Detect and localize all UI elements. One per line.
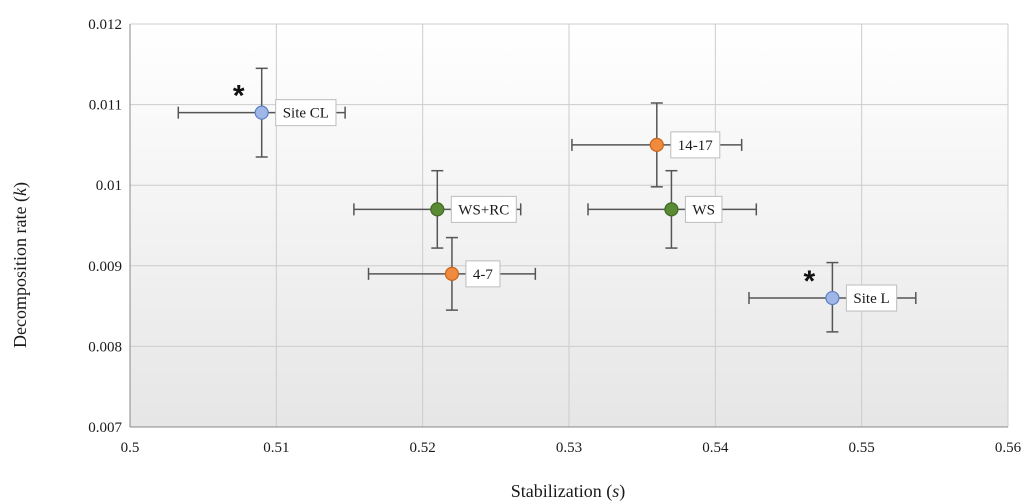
x-tick-label: 0.5 — [121, 440, 140, 456]
point-label: Site L — [853, 291, 889, 307]
x-tick-label: 0.51 — [263, 440, 289, 456]
point-label-box — [845, 284, 898, 312]
point-label: 14-17 — [678, 138, 713, 154]
x-tick-label: 0.56 — [995, 440, 1022, 456]
y-tick-label: 0.011 — [89, 98, 122, 114]
point-label: WS+RC — [458, 202, 509, 218]
point-label-box — [465, 260, 501, 288]
tick-labels: 0.5 0.51 0.52 0.53 0.54 0.55 0.56 0.007 0.008 0.0… — [88, 17, 1021, 456]
data-point — [430, 202, 445, 217]
point-label-box — [670, 131, 721, 159]
point-label: WS — [692, 202, 715, 218]
point-label-box — [684, 195, 723, 223]
data-point — [664, 202, 679, 217]
gridlines — [129, 23, 1009, 428]
data-point — [254, 105, 269, 120]
significance-star: * — [233, 80, 245, 113]
x-tick-label: 0.53 — [556, 440, 582, 456]
point-label: 4-7 — [473, 267, 493, 283]
data-point — [444, 266, 460, 281]
y-axis-title: Decomposition rate (k) — [10, 182, 31, 348]
significance-star: * — [804, 265, 816, 298]
y-tick-label: 0.009 — [88, 259, 122, 275]
y-tick-label: 0.01 — [96, 178, 122, 194]
x-tick-label: 0.54 — [702, 440, 729, 456]
point-label-box — [275, 99, 337, 127]
x-tick-label: 0.55 — [849, 440, 875, 456]
y-tick-label: 0.008 — [88, 339, 122, 355]
x-axis-title: Stabilization (s) — [511, 481, 626, 502]
data-points — [254, 105, 840, 306]
y-tick-label: 0.012 — [88, 17, 122, 33]
point-label-box — [450, 195, 517, 223]
data-point — [825, 290, 840, 306]
data-point — [649, 137, 664, 152]
y-tick-label: 0.007 — [88, 420, 122, 436]
point-label: Site CL — [283, 106, 329, 122]
x-tick-label: 0.52 — [410, 440, 436, 456]
point-labels: Site CL * 14-17 WS+RC WS 4-7 Site L * — [233, 80, 898, 312]
